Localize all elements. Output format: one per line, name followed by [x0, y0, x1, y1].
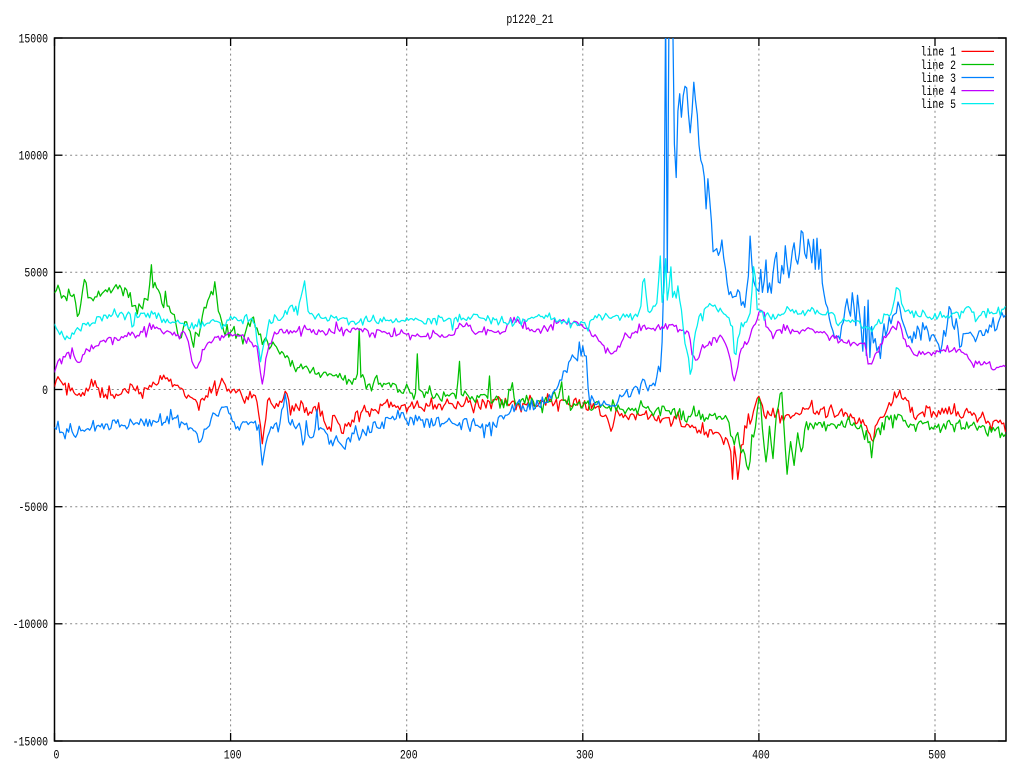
svg-text:-5000: -5000: [19, 500, 49, 515]
svg-text:500: 500: [928, 748, 946, 763]
svg-text:300: 300: [576, 748, 594, 763]
svg-text:-10000: -10000: [13, 617, 48, 632]
svg-text:line 5: line 5: [921, 97, 956, 112]
svg-text:400: 400: [752, 748, 770, 763]
svg-text:15000: 15000: [19, 31, 49, 46]
svg-text:-15000: -15000: [13, 734, 48, 749]
svg-text:line 4: line 4: [921, 84, 957, 99]
svg-text:0: 0: [54, 748, 60, 763]
svg-text:10000: 10000: [19, 149, 49, 164]
svg-text:line 2: line 2: [921, 58, 956, 73]
svg-text:100: 100: [224, 748, 242, 763]
svg-text:line 3: line 3: [921, 71, 956, 86]
svg-text:line 1: line 1: [921, 45, 957, 60]
svg-text:5000: 5000: [24, 266, 48, 281]
svg-text:0: 0: [42, 383, 48, 398]
svg-text:200: 200: [400, 748, 418, 763]
svg-text:p1220_21: p1220_21: [506, 12, 553, 27]
